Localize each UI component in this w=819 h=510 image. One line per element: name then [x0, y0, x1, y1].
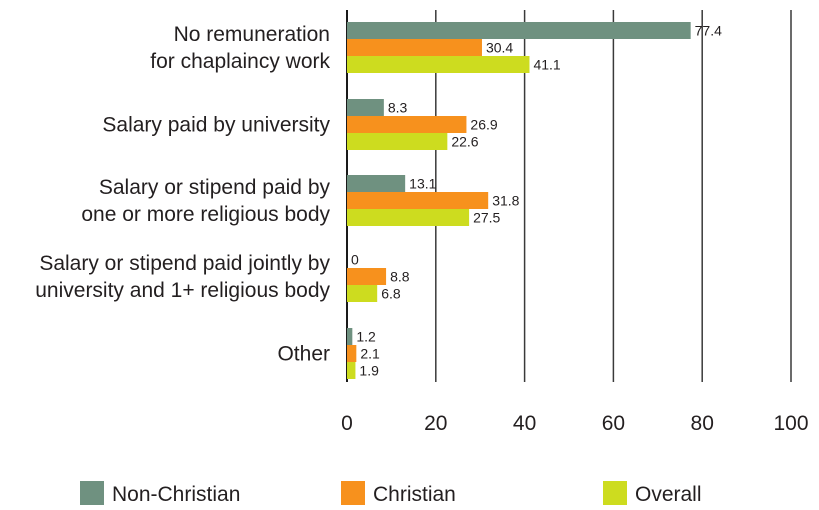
- value-label-christian-1: 30.4: [486, 40, 513, 56]
- bar-non-christian-3: [347, 175, 406, 192]
- bar-non-christian-2: [347, 99, 384, 116]
- bar-overall-1: [347, 56, 530, 73]
- category-label-3-line-2: one or more religious body: [81, 203, 330, 226]
- category-label-1-line-1: No remuneration: [174, 23, 330, 46]
- value-label-christian-3: 31.8: [492, 193, 519, 209]
- value-label-overall-3: 27.5: [473, 210, 500, 226]
- bars: 77.4 30.4 41.1 8.3 26.922.6 13.1 31.827.5 0 8.86…: [347, 22, 722, 379]
- value-label-overall-1: 41.1: [533, 57, 560, 73]
- value-label-christian-5: 2.1: [360, 346, 380, 362]
- value-label-christian-2: 26.9: [470, 117, 497, 133]
- value-label-non-christian-1: 77.4: [695, 23, 722, 39]
- legend-swatch-christian: [341, 481, 365, 505]
- legend-label-overall: Overall: [635, 483, 702, 506]
- bar-christian-1: [347, 39, 482, 56]
- x-tick-label-40: 40: [513, 412, 536, 435]
- category-label-3-line-1: Salary or stipend paid by: [99, 176, 331, 199]
- value-label-non-christian-5: 1.2: [356, 329, 376, 345]
- bar-christian-4: [347, 268, 387, 285]
- value-label-overall-4: 6.8: [381, 286, 401, 302]
- x-tick-label-100: 100: [773, 412, 808, 435]
- bar-overall-2: [347, 133, 448, 150]
- legend: Non-Christian Christian Overall: [80, 481, 702, 506]
- category-label-5: Other: [277, 343, 330, 366]
- legend-swatch-overall: [603, 481, 627, 505]
- x-tick-label-60: 60: [602, 412, 625, 435]
- legend-label-non-christian: Non-Christian: [112, 483, 240, 506]
- category-label-2: Salary paid by university: [102, 114, 330, 137]
- legend-swatch-non-christian: [80, 481, 104, 505]
- x-tick-label-0: 0: [341, 412, 353, 435]
- value-label-christian-4: 8.8: [390, 269, 410, 285]
- value-label-non-christian-3: 13.1: [409, 176, 436, 192]
- x-tick-labels: 0 20 40 60 80 100: [341, 412, 808, 435]
- value-label-non-christian-4: 0: [351, 252, 359, 268]
- category-labels: No remuneration for chaplaincy work Salary…: [35, 23, 330, 366]
- x-tick-label-20: 20: [424, 412, 447, 435]
- category-label-1-line-2: for chaplaincy work: [150, 50, 330, 73]
- value-label-overall-5: 1.9: [359, 363, 379, 379]
- value-label-non-christian-2: 8.3: [388, 100, 408, 116]
- bar-christian-2: [347, 116, 467, 133]
- x-tick-label-80: 80: [691, 412, 714, 435]
- category-label-4-line-1: Salary or stipend paid jointly by: [39, 252, 330, 275]
- bar-christian-5: [347, 345, 357, 362]
- bar-overall-3: [347, 209, 470, 226]
- category-label-4-line-2: university and 1+ religious body: [35, 279, 330, 302]
- bar-christian-3: [347, 192, 489, 209]
- legend-label-christian: Christian: [373, 483, 456, 506]
- bar-overall-5: [347, 362, 356, 379]
- bar-non-christian-1: [347, 22, 691, 39]
- bar-non-christian-5: [347, 328, 353, 345]
- bar-overall-4: [347, 285, 378, 302]
- value-label-overall-2: 22.6: [451, 134, 478, 150]
